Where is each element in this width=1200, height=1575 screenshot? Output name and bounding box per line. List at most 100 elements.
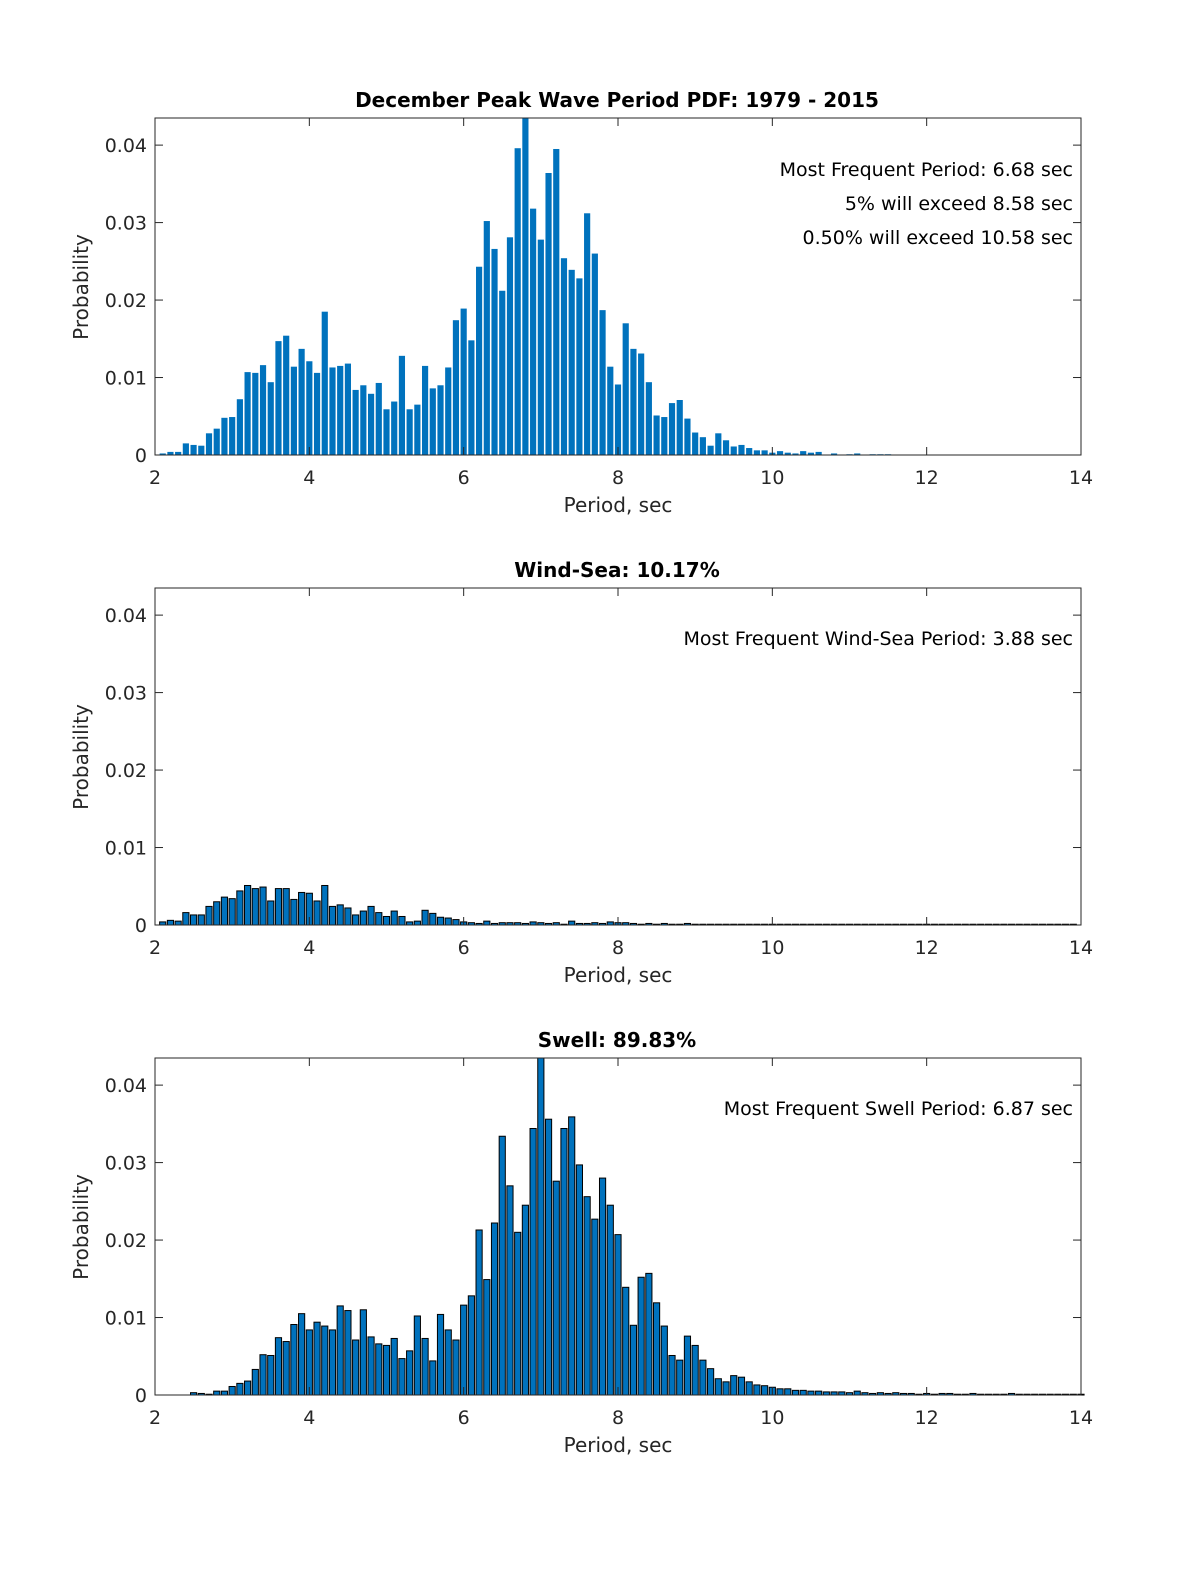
histogram-bar xyxy=(668,403,676,455)
histogram-bar xyxy=(429,388,436,455)
histogram-bar xyxy=(421,1337,429,1396)
y-tick-label: 0.01 xyxy=(105,838,147,860)
x-tick-label: 14 xyxy=(1069,467,1093,489)
histogram-bar xyxy=(784,452,791,455)
histogram-bar xyxy=(645,1272,653,1396)
histogram-bar xyxy=(800,451,807,455)
histogram-bar xyxy=(638,353,645,455)
histogram-bar xyxy=(475,1229,483,1396)
histogram-bar xyxy=(360,385,367,455)
histogram-bar xyxy=(375,1343,383,1396)
histogram-bar xyxy=(854,453,861,455)
x-tick-label: 8 xyxy=(612,1407,624,1429)
histogram-bar xyxy=(220,896,229,926)
annotation-most-frequent-wind-sea: Most Frequent Wind-Sea Period: 3.88 sec xyxy=(684,628,1073,650)
histogram-bar xyxy=(398,355,406,455)
histogram-bar xyxy=(707,1368,715,1396)
bar-group xyxy=(159,118,892,456)
histogram-bar xyxy=(753,1384,761,1396)
x-tick-label: 4 xyxy=(303,937,315,959)
histogram-bar xyxy=(197,914,205,926)
histogram-bar xyxy=(591,253,598,455)
histogram-bar xyxy=(228,898,236,926)
histogram-bar xyxy=(476,266,483,455)
histogram-bar xyxy=(259,365,267,455)
histogram-bar xyxy=(267,900,275,926)
histogram-bar xyxy=(537,239,544,455)
x-tick-label: 4 xyxy=(303,1407,315,1429)
y-tick-label: 0.01 xyxy=(105,1308,147,1330)
histogram-bar xyxy=(614,1234,622,1396)
histogram-bar xyxy=(352,1339,360,1396)
histogram-bar xyxy=(267,382,274,455)
panel-total-pdf: December Peak Wave Period PDF: 1979 - 20… xyxy=(69,88,1093,517)
histogram-bar xyxy=(699,1359,707,1396)
histogram-bar xyxy=(436,1313,445,1396)
x-tick-label: 2 xyxy=(149,1407,161,1429)
histogram-bar xyxy=(298,348,305,455)
y-tick-label: 0.02 xyxy=(105,1230,147,1252)
histogram-bar xyxy=(514,148,521,455)
histogram-bar xyxy=(560,1128,568,1396)
histogram-bar xyxy=(429,912,437,926)
histogram-bar xyxy=(684,418,691,455)
histogram-bar xyxy=(383,409,390,455)
histogram-bar xyxy=(607,366,614,455)
histogram-bar xyxy=(290,366,297,455)
histogram-bar xyxy=(359,910,367,926)
histogram-bar xyxy=(321,884,329,926)
histogram-bar xyxy=(444,917,452,926)
y-tick-label: 0.04 xyxy=(105,135,147,157)
histogram-bar xyxy=(815,1390,823,1396)
histogram-bar xyxy=(622,323,629,455)
histogram-bar xyxy=(329,367,336,455)
histogram-bar xyxy=(421,909,429,926)
histogram-bar xyxy=(229,417,236,455)
histogram-bar xyxy=(506,237,514,455)
annotation-0p5pct-exceed: 0.50% will exceed 10.58 sec xyxy=(803,227,1073,249)
chart-title: December Peak Wave Period PDF: 1979 - 20… xyxy=(355,88,879,112)
histogram-bar xyxy=(352,914,360,926)
x-axis-label: Period, sec xyxy=(564,493,673,517)
histogram-bar xyxy=(738,444,745,455)
histogram-bar xyxy=(313,1321,321,1396)
histogram-bar xyxy=(244,1380,252,1396)
x-tick-label: 6 xyxy=(458,467,470,489)
histogram-bar xyxy=(491,248,498,455)
histogram-bar xyxy=(753,450,760,455)
histogram-bar xyxy=(228,1385,236,1396)
histogram-bar xyxy=(730,446,737,455)
histogram-bar xyxy=(576,278,583,455)
x-axis-label: Period, sec xyxy=(564,963,673,987)
x-axis-label: Period, sec xyxy=(564,1433,673,1457)
histogram-bar xyxy=(313,372,321,455)
histogram-bar xyxy=(205,433,213,455)
histogram-bar xyxy=(630,348,637,455)
histogram-bar xyxy=(282,1341,290,1396)
histogram-bar xyxy=(545,173,552,455)
histogram-bar xyxy=(382,915,391,926)
histogram-bar xyxy=(776,451,784,455)
histogram-bar xyxy=(437,385,444,455)
histogram-bar xyxy=(661,417,668,455)
histogram-bar xyxy=(259,886,267,926)
tick-group: 2 4 6 8 10 12 14 0 0.01 0.02 0.03 0.04 xyxy=(105,1058,1093,1429)
histogram-bar xyxy=(429,1360,437,1396)
histogram-bar xyxy=(159,453,166,455)
x-tick-label: 14 xyxy=(1069,937,1093,959)
histogram-bar xyxy=(691,1344,699,1396)
tick-group: 2 4 6 8 10 12 14 0 0.01 0.02 0.03 0.04 xyxy=(105,118,1093,489)
y-tick-label: 0.04 xyxy=(105,1075,147,1097)
histogram-bar xyxy=(359,1309,367,1396)
annotation-most-frequent-swell: Most Frequent Swell Period: 6.87 sec xyxy=(724,1098,1073,1120)
histogram-bar xyxy=(282,888,290,926)
histogram-bar xyxy=(521,1204,529,1396)
x-tick-label: 4 xyxy=(303,467,315,489)
histogram-bar xyxy=(692,432,699,455)
histogram-bar xyxy=(244,372,251,455)
histogram-bar xyxy=(737,1376,746,1396)
histogram-bar xyxy=(182,443,189,455)
histogram-bar xyxy=(699,437,706,455)
histogram-bar xyxy=(167,451,174,455)
